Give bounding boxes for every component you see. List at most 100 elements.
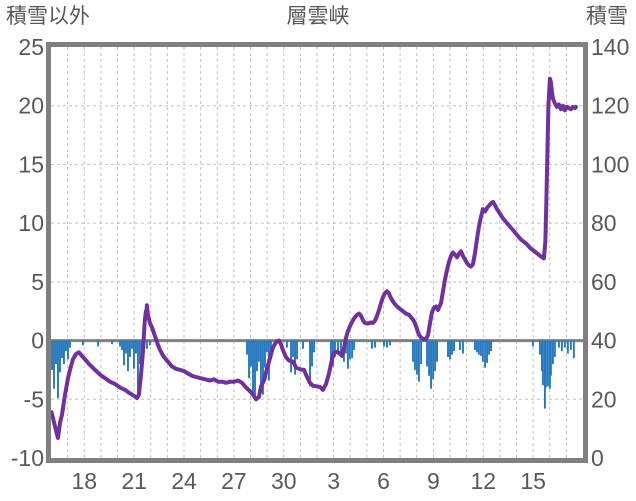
- left-tick-label: 20: [18, 93, 44, 119]
- bar: [134, 340, 137, 354]
- bar: [65, 340, 67, 352]
- right-tick-label: 100: [591, 151, 629, 177]
- bar: [136, 340, 139, 392]
- bar: [434, 340, 436, 372]
- bar: [371, 340, 373, 349]
- right-tick-label: 60: [591, 269, 617, 295]
- bar: [477, 340, 480, 355]
- bar: [125, 340, 127, 354]
- bar: [266, 340, 268, 353]
- bar: [59, 340, 61, 373]
- x-tick-label: 12: [470, 468, 496, 494]
- bar: [333, 340, 336, 358]
- bar: [417, 340, 420, 382]
- bar: [374, 340, 376, 348]
- bar: [294, 340, 297, 375]
- right-tick-label: 140: [591, 34, 629, 60]
- bar: [551, 340, 554, 365]
- bar: [111, 340, 113, 345]
- bar: [246, 340, 248, 355]
- bar: [386, 340, 388, 348]
- bar: [426, 340, 429, 367]
- bar: [548, 340, 551, 389]
- bar: [61, 340, 63, 359]
- x-tick-label: 30: [271, 468, 297, 494]
- x-tick-label: 9: [427, 468, 440, 494]
- x-tick-label: 18: [71, 468, 97, 494]
- x-tick-label: 21: [121, 468, 147, 494]
- bar: [292, 340, 295, 358]
- bar: [557, 340, 560, 348]
- bar: [145, 340, 148, 349]
- bar: [339, 340, 342, 356]
- right-tick-label: 120: [591, 93, 629, 119]
- bar: [119, 340, 121, 347]
- bar: [473, 340, 476, 350]
- bar: [546, 340, 549, 387]
- bar: [148, 340, 151, 346]
- bar: [260, 340, 262, 393]
- right-tick-label: 0: [591, 445, 604, 471]
- bar: [68, 340, 71, 348]
- left-tick-label: 10: [18, 210, 44, 236]
- left-tick-label: -10: [11, 445, 44, 471]
- right-axis-ticks: 140 120 100 80 60 40 20 0: [591, 34, 629, 471]
- x-tick-label: 24: [171, 468, 197, 494]
- bar: [97, 340, 100, 347]
- bar: [436, 340, 438, 362]
- bar: [51, 340, 53, 370]
- left-tick-label: 0: [31, 328, 44, 354]
- right-tick-label: 20: [591, 386, 617, 412]
- bar: [285, 340, 288, 348]
- bar: [572, 340, 575, 359]
- bar: [459, 340, 461, 350]
- bar: [252, 340, 254, 394]
- left-tick-label: 5: [31, 269, 44, 295]
- bar: [336, 340, 339, 355]
- bar: [311, 340, 313, 367]
- bar: [538, 340, 541, 355]
- left-axis-title: 積雪以外: [6, 5, 90, 28]
- bar: [569, 340, 572, 350]
- bar: [453, 340, 455, 352]
- bar: [302, 340, 304, 349]
- bar: [254, 340, 256, 396]
- bar: [451, 340, 453, 355]
- bar: [447, 340, 449, 358]
- bar: [262, 340, 264, 395]
- bar: [449, 340, 451, 360]
- bar: [313, 340, 315, 353]
- bar: [481, 340, 484, 362]
- bar: [309, 340, 311, 387]
- bar: [296, 340, 299, 360]
- bar: [63, 340, 65, 365]
- bar: [462, 340, 464, 354]
- bar: [67, 340, 69, 360]
- bar: [486, 340, 489, 363]
- x-tick-label: 6: [377, 468, 390, 494]
- bar: [479, 340, 482, 356]
- bar: [121, 340, 123, 350]
- bar: [540, 340, 543, 372]
- bar: [413, 340, 416, 370]
- bar: [351, 340, 354, 359]
- main-line: [49, 76, 578, 440]
- bar: [544, 340, 547, 388]
- x-tick-label: 3: [327, 468, 340, 494]
- x-axis-ticks: 18 21 24 27 30 3 6 9 12 15: [71, 468, 545, 494]
- bar: [127, 340, 129, 372]
- bar: [330, 340, 332, 360]
- bar: [57, 340, 59, 399]
- vertical-gridlines: [67, 47, 567, 458]
- bar: [475, 340, 478, 353]
- right-axis-title: 積雪: [586, 5, 628, 28]
- bar: [264, 340, 266, 368]
- bar: [133, 340, 135, 369]
- bar: [432, 340, 434, 380]
- bar: [248, 340, 250, 379]
- bar: [346, 340, 349, 369]
- bar: [541, 340, 544, 386]
- bar: [129, 340, 131, 358]
- bar: [560, 340, 563, 352]
